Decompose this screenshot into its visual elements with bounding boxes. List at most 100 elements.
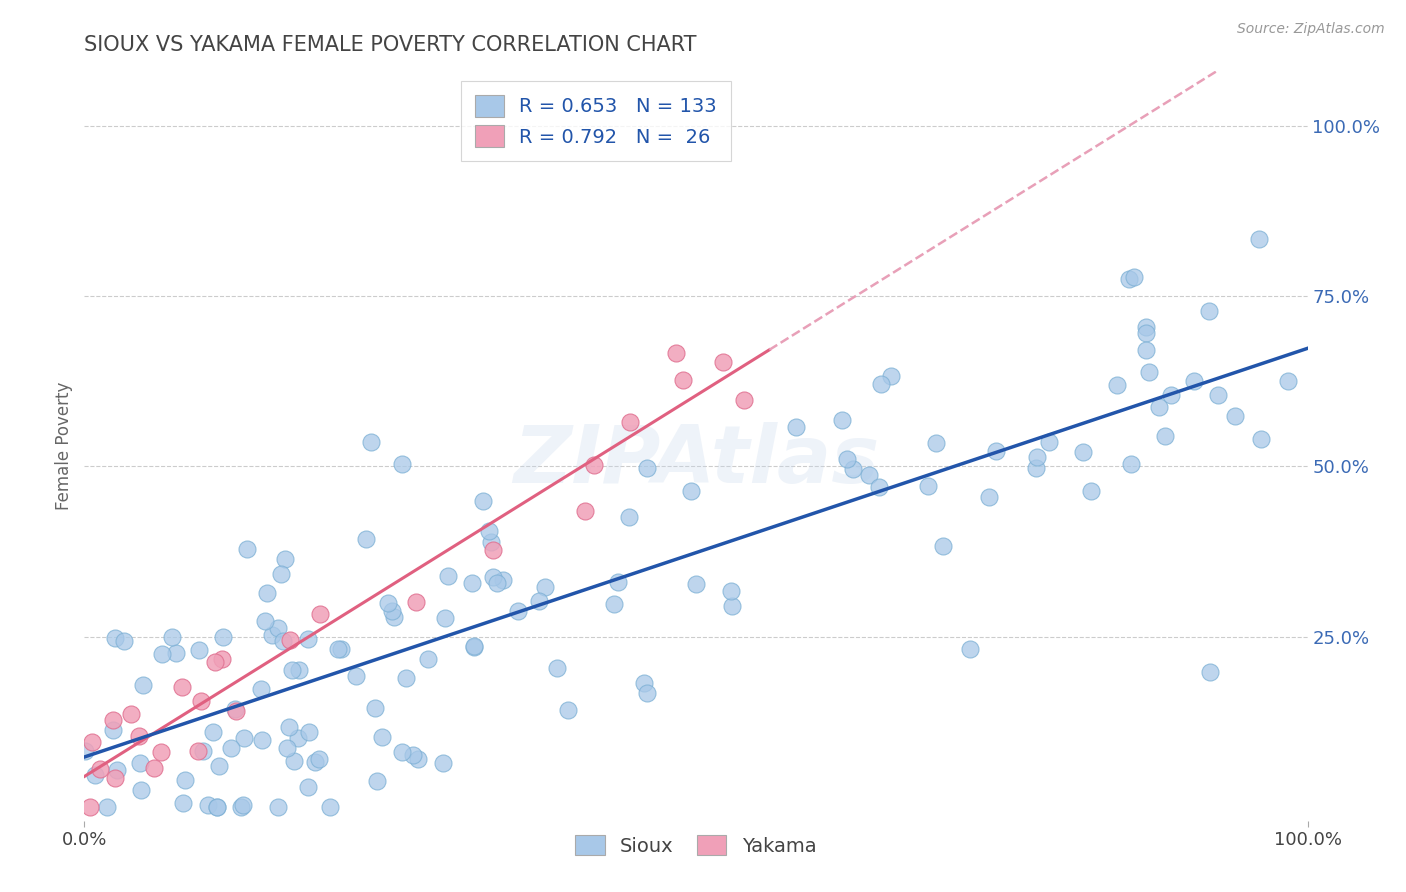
Point (381, 604, 404, 618)
Point (170, 681, 193, 695)
Point (721, 599, 744, 613)
Point (191, 744, 214, 758)
Y-axis label: Female Poverty: Female Poverty (55, 382, 73, 510)
Point (720, 584, 742, 599)
Point (360, 434, 382, 449)
Point (606, 575, 628, 590)
Point (132, 678, 155, 692)
Point (1135, 320, 1157, 334)
Point (330, 642, 353, 657)
Point (433, 611, 456, 625)
Legend: Sioux, Yakama: Sioux, Yakama (568, 827, 824, 863)
Point (288, 663, 311, 677)
Point (150, 647, 173, 661)
Point (232, 798, 254, 813)
Point (482, 543, 505, 558)
Point (270, 566, 292, 581)
Point (308, 752, 330, 766)
Point (260, 628, 283, 642)
Point (201, 724, 224, 739)
Point (354, 532, 377, 546)
Point (104, 631, 127, 645)
Point (212, 630, 235, 644)
Point (174, 773, 197, 788)
Point (172, 796, 194, 810)
Point (880, 369, 903, 384)
Point (276, 740, 298, 755)
Point (479, 535, 502, 549)
Point (187, 744, 209, 758)
Point (204, 655, 226, 669)
Point (1038, 435, 1060, 450)
Point (1154, 429, 1177, 443)
Point (1135, 343, 1157, 358)
Point (150, 745, 173, 759)
Point (267, 800, 290, 814)
Point (211, 652, 233, 666)
Point (508, 604, 530, 618)
Point (101, 723, 124, 738)
Point (89, 762, 111, 776)
Point (574, 504, 596, 518)
Point (633, 676, 655, 690)
Point (205, 800, 228, 814)
Point (671, 373, 693, 387)
Point (869, 377, 891, 392)
Point (281, 664, 304, 678)
Point (79, 800, 101, 814)
Point (287, 731, 309, 745)
Point (298, 725, 321, 739)
Point (582, 458, 605, 473)
Point (304, 756, 326, 770)
Point (364, 701, 387, 715)
Point (619, 510, 641, 524)
Point (402, 748, 425, 763)
Point (254, 614, 277, 628)
Point (1147, 401, 1170, 415)
Point (665, 345, 688, 359)
Point (236, 541, 259, 556)
Point (229, 800, 252, 814)
Point (1198, 304, 1220, 318)
Point (619, 415, 641, 429)
Point (297, 780, 319, 794)
Point (1121, 457, 1143, 471)
Point (858, 468, 880, 483)
Point (309, 607, 332, 622)
Point (1025, 450, 1047, 464)
Point (1118, 272, 1140, 286)
Point (492, 573, 515, 587)
Point (277, 720, 299, 734)
Point (267, 620, 290, 634)
Text: SIOUX VS YAKAMA FEMALE POVERTY CORRELATION CHART: SIOUX VS YAKAMA FEMALE POVERTY CORRELATI… (84, 35, 697, 54)
Point (165, 646, 187, 660)
Point (391, 745, 413, 759)
Point (1225, 409, 1247, 423)
Point (432, 756, 454, 770)
Point (1250, 433, 1272, 447)
Point (366, 774, 388, 789)
Point (377, 596, 399, 610)
Point (256, 586, 278, 600)
Text: Source: ZipAtlas.com: Source: ZipAtlas.com (1237, 22, 1385, 37)
Point (160, 631, 183, 645)
Point (96, 800, 118, 814)
Point (984, 443, 1007, 458)
Point (932, 539, 955, 553)
Point (128, 729, 150, 743)
Point (391, 457, 413, 471)
Point (463, 639, 485, 653)
Point (406, 752, 429, 766)
Point (1198, 665, 1220, 679)
Point (232, 731, 254, 746)
Point (105, 763, 128, 777)
Point (831, 413, 853, 427)
Point (979, 491, 1001, 505)
Point (190, 694, 212, 708)
Point (131, 783, 153, 797)
Point (224, 701, 246, 715)
Point (143, 761, 166, 775)
Point (1123, 269, 1146, 284)
Point (73, 744, 96, 758)
Point (221, 741, 243, 756)
